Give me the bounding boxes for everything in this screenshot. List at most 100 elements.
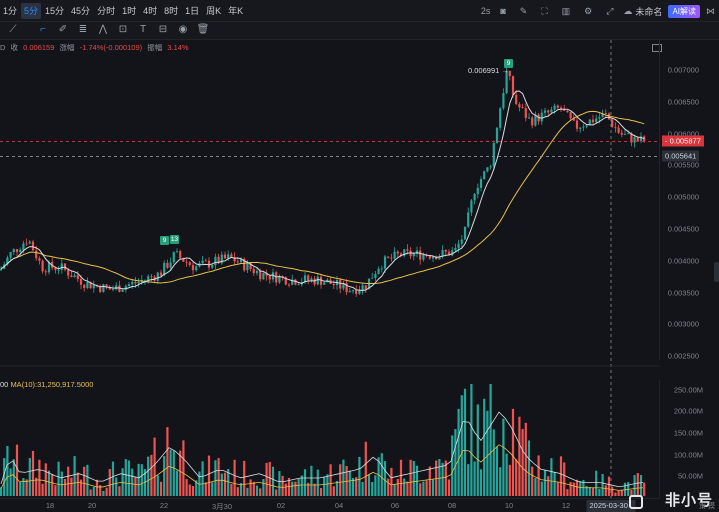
measure-tool-icon[interactable]: ⊟ xyxy=(158,24,168,35)
change-value: -1.74%(-0.000109) xyxy=(79,43,143,52)
interval-tab[interactable]: 15分 xyxy=(45,6,65,16)
volume-bar xyxy=(521,429,524,496)
refresh-time[interactable]: 2s xyxy=(480,6,491,16)
fib-tool-icon[interactable]: ≣ xyxy=(78,24,88,35)
crosshair-time-tag: 2025-03-30 12:35 xyxy=(586,500,636,512)
candle-body xyxy=(531,117,534,126)
volume-bar xyxy=(556,482,559,496)
volume-bar xyxy=(483,398,486,496)
volume-bar xyxy=(236,487,239,496)
volume-bar xyxy=(335,480,339,496)
line-tool-icon[interactable]: ⟋ xyxy=(9,24,17,35)
volume-bar xyxy=(393,484,396,496)
pattern-tool-icon[interactable]: ⋀ xyxy=(98,24,108,35)
price-label: 0.006500 xyxy=(667,97,699,107)
interval-tab[interactable]: 45分 xyxy=(71,6,91,16)
interval-tab[interactable]: 1日 xyxy=(185,6,200,16)
text-tool-icon[interactable]: T xyxy=(139,24,147,35)
candle-body xyxy=(390,257,393,259)
candle-body xyxy=(310,278,313,281)
candle-body xyxy=(492,143,495,167)
trash-icon[interactable]: 🗑 xyxy=(196,24,210,35)
candle-body xyxy=(201,260,204,264)
interval-tab[interactable]: 分时 xyxy=(97,6,116,16)
volume-bar xyxy=(60,471,63,496)
candle-body xyxy=(569,112,572,119)
volume-bar xyxy=(508,464,511,496)
interval-tab[interactable]: 4时 xyxy=(143,6,158,16)
cloud-icon[interactable]: ☁ xyxy=(623,5,633,16)
price-label: 0.003500 xyxy=(667,288,699,298)
volume-bar xyxy=(278,471,281,496)
candle-body xyxy=(601,113,604,118)
candle-body xyxy=(630,133,633,143)
interval-tab[interactable]: 周K xyxy=(206,6,222,16)
interval-tab[interactable]: 1时 xyxy=(122,6,137,16)
volume-bar xyxy=(412,460,415,496)
candle-body xyxy=(268,275,271,280)
price-axis[interactable]: 0.007000 0.006500 0.006000 0.005500 0.005000… xyxy=(659,40,719,361)
candle-body xyxy=(364,285,367,290)
candle-body xyxy=(54,267,57,270)
volume-bar xyxy=(460,395,463,496)
interval-tab[interactable]: 5分 xyxy=(21,3,42,19)
crosshair-tool-icon[interactable]: ⌐ xyxy=(40,24,46,35)
signal-badge[interactable]: 9 xyxy=(160,236,169,245)
watermark: 非小号 xyxy=(664,492,713,509)
price-label: 0.006000 xyxy=(667,129,699,139)
pen-icon[interactable]: ✎ xyxy=(519,5,528,16)
fullscreen-icon[interactable]: ⛶ xyxy=(541,5,548,16)
candle-body xyxy=(396,251,399,254)
eye-tool-icon[interactable]: ◉ xyxy=(178,24,188,35)
candle-body xyxy=(572,118,575,121)
volume-bar xyxy=(79,479,83,496)
candle-body xyxy=(467,212,470,227)
candle-body xyxy=(639,136,643,142)
volume-bar xyxy=(99,485,102,496)
candle-body xyxy=(28,241,31,244)
volume-axis[interactable]: 250.00M 200.00M 150.00M 100.00M 50.00M xyxy=(659,380,719,498)
share-icon[interactable]: ⋈ xyxy=(706,5,715,16)
volume-bar xyxy=(163,456,166,496)
panel-expand-icon[interactable] xyxy=(652,44,662,52)
lock-tool-icon[interactable]: ⊡ xyxy=(118,24,128,35)
ma-white-line xyxy=(0,90,645,291)
time-label: 02 xyxy=(276,501,286,510)
candle-body xyxy=(457,243,460,249)
volume-bar xyxy=(191,486,195,496)
candle-body xyxy=(358,290,361,294)
signal-badge[interactable]: 13 xyxy=(170,235,179,244)
volume-bar xyxy=(563,462,566,496)
camera-icon[interactable]: ◙ xyxy=(500,6,506,16)
candle-body xyxy=(172,252,175,263)
time-axis[interactable]: 18 20 22 3月30 02 04 06 08 10 12 2025-03-30 12:35 xyxy=(0,498,660,512)
layout-icon[interactable]: ▥ xyxy=(561,5,571,16)
candle-body xyxy=(451,250,454,256)
settings-icon[interactable]: ⚙ xyxy=(584,5,593,16)
candle-body xyxy=(627,133,630,135)
chart-canvas[interactable] xyxy=(0,0,660,498)
signal-badge[interactable]: 9 xyxy=(504,59,513,68)
candle-body xyxy=(339,279,342,289)
candle-body xyxy=(259,270,262,280)
candle-body xyxy=(617,127,620,133)
time-label: 12 xyxy=(561,501,571,510)
expand-icon[interactable]: ⤢ xyxy=(606,5,614,16)
side-panel-handle[interactable] xyxy=(714,262,719,282)
volume-bar xyxy=(377,457,380,496)
candle-body xyxy=(111,289,115,291)
candle-body xyxy=(31,241,35,251)
volume-bar xyxy=(111,461,115,496)
brush-tool-icon[interactable]: ✐ xyxy=(58,24,68,35)
interval-tab[interactable]: 8时 xyxy=(164,6,179,16)
layout-name[interactable]: 未命名 xyxy=(635,6,663,17)
candle-body xyxy=(575,120,579,129)
crosshair-price-tag: 0.005641 xyxy=(662,150,700,162)
candle-body xyxy=(447,251,451,256)
candle-body xyxy=(553,105,556,110)
interval-tab[interactable]: 年K xyxy=(228,6,244,16)
candle-body xyxy=(185,261,188,263)
interval-tab[interactable]: 1分 xyxy=(3,6,18,16)
candle-body xyxy=(441,249,444,257)
ai-button[interactable]: AI解读 xyxy=(668,4,700,18)
